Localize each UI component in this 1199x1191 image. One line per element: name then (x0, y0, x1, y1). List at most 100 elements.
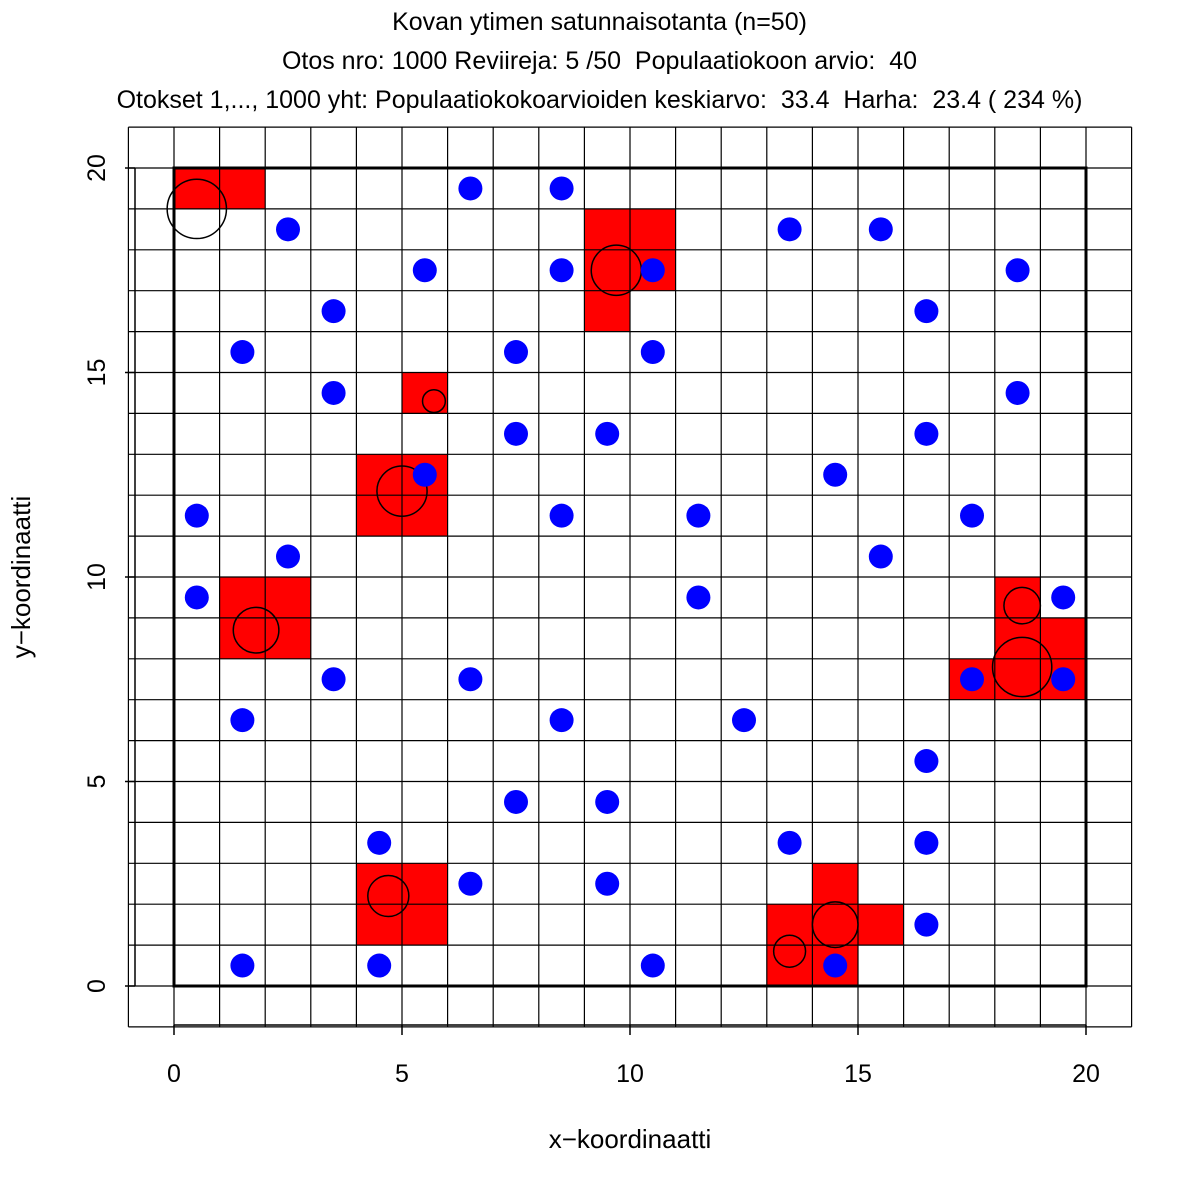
sampled-cell (174, 168, 220, 209)
sampled-cell (356, 904, 402, 946)
data-point (504, 789, 528, 814)
data-point (184, 585, 209, 610)
chart-title: Kovan ytimen satunnaisotanta (n=50) (392, 8, 807, 36)
data-points (184, 176, 1076, 978)
sampled-cell (265, 577, 311, 618)
data-point (914, 912, 939, 937)
data-point (960, 667, 984, 692)
data-point (914, 830, 939, 855)
sampled-cells (174, 168, 1086, 986)
data-point (412, 258, 437, 283)
data-point (686, 585, 711, 610)
y-tick-label: 5 (83, 775, 111, 789)
data-point (230, 708, 255, 733)
data-point (458, 176, 483, 201)
data-point (868, 544, 893, 569)
sampled-cell (584, 249, 630, 291)
sampled-cell (402, 904, 448, 946)
data-point (732, 708, 756, 733)
sampled-cell (356, 863, 402, 905)
y-axis-label: y−koordinaatti (6, 496, 36, 659)
sampled-cell (994, 658, 1041, 700)
data-point (823, 462, 848, 487)
data-point (1005, 380, 1030, 405)
y-tick-label: 20 (83, 154, 111, 182)
data-point (686, 503, 711, 528)
data-point (640, 953, 665, 978)
data-point (549, 503, 574, 528)
territory-circle (811, 901, 859, 949)
sampled-cell (402, 372, 448, 414)
data-point (640, 258, 665, 283)
x-tick-label: 5 (395, 1060, 409, 1088)
territory-circle (991, 636, 1053, 698)
x-tick-label: 0 (167, 1060, 181, 1088)
data-point (458, 667, 483, 692)
data-point (640, 340, 665, 365)
data-point (1005, 258, 1030, 283)
sampled-cell (219, 168, 266, 209)
sampled-cell (858, 904, 904, 946)
data-point (321, 299, 346, 324)
data-point (504, 421, 528, 446)
axes: 0 5 10 15 20 0 5 10 15 20 (83, 154, 1100, 1088)
grid-lines (127, 126, 1133, 1028)
data-point (184, 503, 209, 528)
territory-circle (367, 874, 410, 918)
territory-circle (421, 388, 447, 414)
data-point (1051, 585, 1076, 610)
data-point (504, 340, 528, 365)
data-point (367, 953, 392, 978)
data-point (777, 830, 802, 855)
sampled-cell (265, 617, 311, 659)
data-point (230, 953, 255, 978)
study-area-boundary (172, 166, 1088, 988)
data-point (230, 340, 255, 365)
data-point (1051, 667, 1076, 692)
data-point (914, 299, 939, 324)
data-point (367, 830, 392, 855)
territory-circles (166, 178, 1053, 968)
data-point (777, 217, 802, 242)
data-point (276, 217, 300, 242)
sampled-cell (219, 617, 266, 659)
x-tick-label: 20 (1072, 1060, 1100, 1088)
data-point (960, 503, 984, 528)
data-point (549, 258, 574, 283)
data-point (549, 708, 574, 733)
territory-circle (772, 934, 807, 968)
data-point (914, 421, 939, 446)
x-axis-label: x−koordinaatti (549, 1124, 712, 1154)
sampled-cell (584, 290, 630, 332)
sampled-cell (630, 208, 676, 250)
x-tick-label: 15 (844, 1060, 872, 1088)
territory-circle (166, 178, 228, 240)
chart-subtitle-summary: Otokset 1,..., 1000 yht: Populaatiokokoa… (116, 86, 1083, 114)
y-tick-label: 0 (83, 979, 111, 993)
y-tick-label: 10 (83, 563, 111, 591)
sampled-cell (1040, 617, 1086, 659)
data-point (321, 380, 346, 405)
sampled-cell (402, 863, 448, 905)
data-point (276, 544, 300, 569)
data-point (595, 789, 620, 814)
data-point (458, 871, 483, 896)
data-point (595, 421, 620, 446)
data-point (914, 749, 939, 774)
data-point (823, 953, 848, 978)
territory-circle (376, 465, 428, 517)
sampled-cell (812, 904, 858, 946)
sampled-cell (994, 577, 1041, 618)
chart-subtitle-sample: Otos nro: 1000 Reviireja: 5 /50 Populaat… (281, 47, 918, 75)
territory-circle (232, 606, 280, 654)
data-point (549, 176, 574, 201)
sampled-cell (812, 863, 858, 905)
y-tick-label: 15 (83, 359, 111, 387)
data-point (595, 871, 620, 896)
sampled-cell (356, 454, 402, 496)
sampled-cell (766, 904, 813, 946)
data-point (321, 667, 346, 692)
data-point (868, 217, 893, 242)
data-point (412, 462, 437, 487)
